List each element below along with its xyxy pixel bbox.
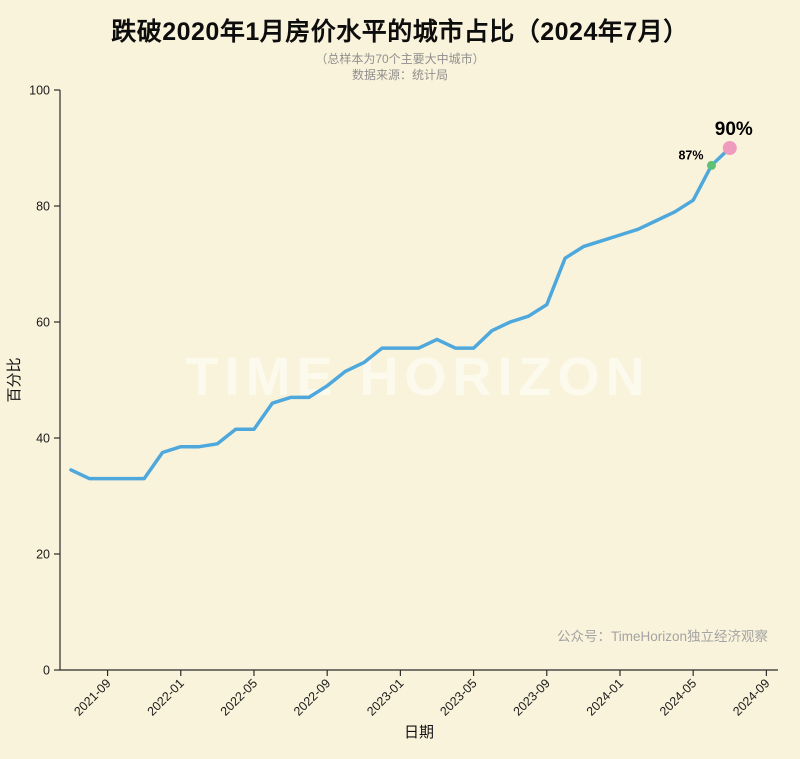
- x-tick-label: 2024-09: [730, 677, 772, 719]
- line-chart: TIME HORIZON 0 20 40 60 80 100 2021-09 2022-01 20…: [6, 84, 778, 741]
- x-tick-label: 2024-01: [584, 677, 626, 719]
- x-tick-label: 2022-09: [291, 677, 333, 719]
- x-tick-label: 2024-05: [657, 677, 699, 719]
- annotation-label-90%: 90%: [715, 119, 753, 140]
- y-tick-label: 0: [43, 664, 50, 678]
- credit-text: 公众号：TimeHorizon独立经济观察: [557, 628, 769, 644]
- x-tick-label: 2023-01: [364, 677, 406, 719]
- y-tick-label: 20: [36, 548, 50, 562]
- data-point-90%: [722, 141, 737, 156]
- x-tick-label: 2022-05: [218, 677, 260, 719]
- data-point-87%: [706, 161, 716, 171]
- x-axis-label: 日期: [404, 724, 434, 741]
- y-tick-label: 100: [29, 84, 50, 98]
- watermark: TIME HORIZON: [186, 347, 651, 407]
- x-tick-label: 2023-09: [511, 677, 553, 719]
- y-tick-label: 80: [36, 200, 50, 214]
- series-line: [69, 146, 732, 481]
- chart-title: 跌破2020年1月房价水平的城市占比（2024年7月）: [111, 18, 689, 46]
- annotation-label-87%: 87%: [678, 149, 703, 163]
- y-axis-label: 百分比: [6, 358, 23, 403]
- x-tick-label: 2023-05: [437, 677, 479, 719]
- x-tick-label: 2021-09: [71, 677, 113, 719]
- y-tick-label: 40: [36, 432, 50, 446]
- data-source: 数据来源：统计局: [351, 68, 448, 83]
- y-tick-label: 60: [36, 316, 50, 330]
- chart-page: 跌破2020年1月房价水平的城市占比（2024年7月） （总样本为70个主要大中…: [0, 12, 800, 759]
- x-tick-label: 2022-01: [145, 677, 187, 719]
- chart-subtitle: （总样本为70个主要大中城市）: [315, 52, 485, 66]
